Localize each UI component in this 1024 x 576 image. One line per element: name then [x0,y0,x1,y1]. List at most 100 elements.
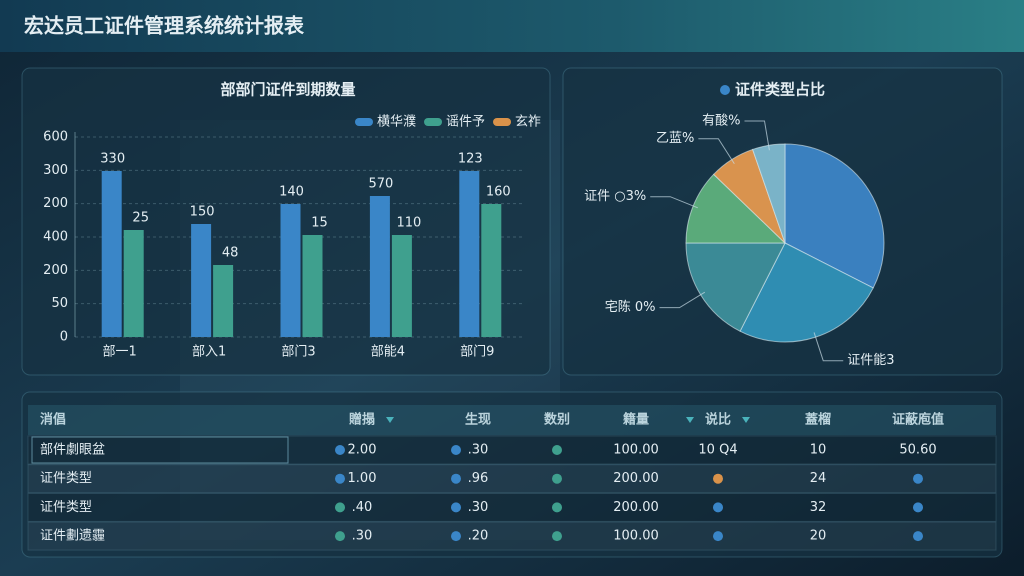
status-dot [335,473,345,484]
y-tick-label: 200 [43,196,68,211]
bar [280,204,301,337]
table-cell: .30 [352,529,373,544]
legend-label: 横华濮 [377,115,416,130]
status-dot [552,473,562,484]
status-dot [713,502,723,513]
data-label: 150 [190,205,215,220]
x-tick-label: 部门3 [281,345,315,360]
table-row [27,435,997,465]
selected-cell [31,436,289,464]
data-label: 123 [458,152,483,167]
y-tick-label: 300 [43,163,68,178]
table-cell: 证件类型 [40,500,92,515]
data-label: 25 [132,211,149,226]
table-cell: .96 [468,471,489,486]
status-dot [913,502,923,513]
header-row [28,405,996,435]
y-tick-label: 200 [43,263,68,278]
status-dot [913,531,923,542]
status-dot [451,502,461,513]
data-label: 48 [222,246,239,261]
data-label: 160 [486,185,511,200]
table-cell: .20 [468,529,489,544]
table-cell: 100.00 [613,529,659,544]
table-cell: 2.00 [348,443,377,458]
x-tick-label: 部一1 [103,345,137,360]
legend-swatch [493,118,512,126]
leader-line [744,120,770,151]
status-dot [451,531,461,542]
table-cell: 1.00 [348,471,377,486]
table-cell: 100.00 [613,443,659,458]
bar [213,265,234,337]
slice-label: 乙蓝% [656,131,694,146]
table-cell: 证件劃遗霾 [40,529,105,544]
slice-label: 证件能3 [847,353,894,368]
table-cell: 20 [810,529,827,544]
y-tick-label: 0 [60,330,68,345]
table-cell: .30 [468,500,489,515]
table-cell: 200.00 [613,471,659,486]
table-cell: 10 Q4 [698,443,737,458]
column-header: 蓋榴 [805,412,831,428]
table-cell: 证件类型 [40,471,92,486]
status-dot [451,473,461,484]
bar [391,235,412,337]
legend-label: 谣件予 [446,115,485,130]
column-header: 证蔽庖值 [892,412,944,428]
bar [191,224,212,337]
status-dot [552,531,562,542]
bar [123,230,144,337]
table-cell: 10 [810,443,827,458]
leader-line [698,138,735,165]
table-cell: .40 [352,500,373,515]
leader-line [659,291,706,309]
legend-swatch [355,118,373,126]
sort-icon [742,417,750,423]
sort-icon [686,417,694,423]
bar [459,171,480,337]
status-dot [913,473,923,484]
column-header: 消倡 [40,412,66,428]
column-header: 生现 [465,412,491,428]
sort-icon [386,417,394,423]
table-row [27,492,997,522]
legend-swatch [424,118,443,126]
status-dot [713,473,723,484]
status-dot [451,445,461,455]
y-tick-label: 50 [51,296,68,311]
table-cell: 200.00 [613,500,659,515]
y-tick-label: 400 [43,230,68,245]
slice-label: 有酸% [702,113,740,128]
data-label: 110 [396,216,421,231]
slice-label: 宅陈 0% [605,299,656,315]
status-dot [713,531,723,542]
leader-line [813,332,844,362]
x-tick-label: 部入1 [192,345,226,360]
table-cell: 24 [810,471,827,486]
legend-label: 玄祚 [515,114,541,130]
data-label: 15 [311,216,328,231]
x-tick-label: 部能4 [371,345,405,360]
column-header: 说比 [705,412,731,428]
table-panel [21,391,1003,558]
pie-slice [784,143,885,289]
header-bar [0,0,1024,52]
data-label: 140 [279,185,304,200]
data-label: 330 [100,152,125,167]
status-dot [335,502,345,513]
table-cell: 50.60 [899,443,936,458]
y-tick-label: 600 [43,130,68,145]
status-dot [335,531,345,542]
column-header: 籍量 [622,412,649,428]
table-row [27,521,997,551]
title-dot [720,85,730,95]
table-cell: .30 [468,443,489,458]
slice-label: 证件 ○3% [584,189,646,204]
bar-title: 部部门证件到期数量 [220,81,355,99]
leader-line [650,196,698,209]
table-cell: 32 [810,500,827,515]
table-row [27,464,997,494]
page-title: 宏达员工证件管理系统统计报表 [24,14,305,38]
